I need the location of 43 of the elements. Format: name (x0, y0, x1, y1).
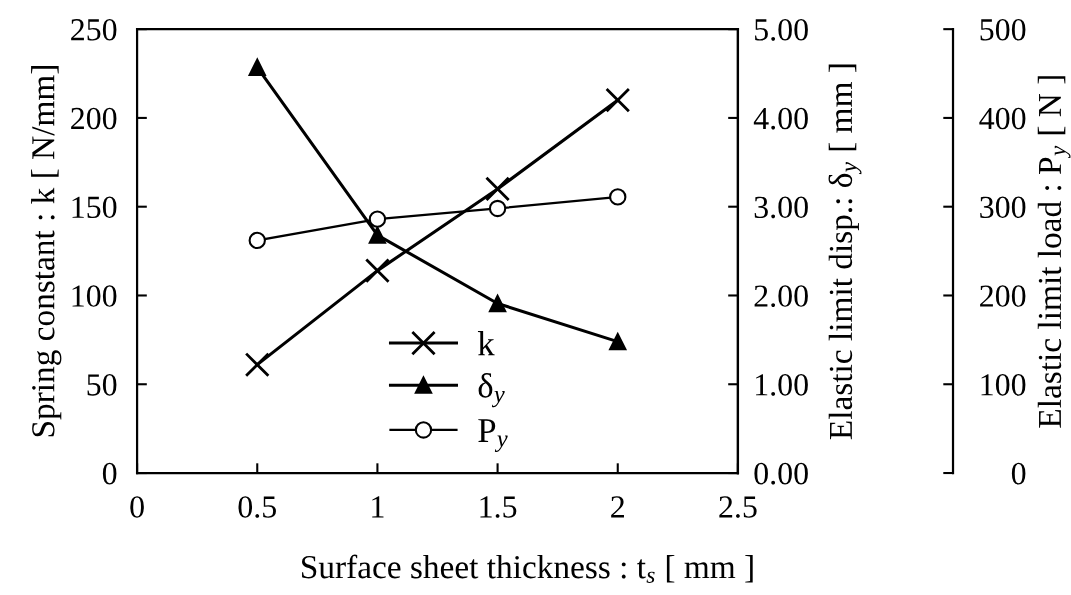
y3-tick-label: 0 (1011, 462, 1026, 485)
x-tick-label: 0 (130, 496, 144, 518)
y-tick-label: 50 (87, 374, 117, 396)
y3-tick-label: 400 (979, 107, 1026, 130)
point (244, 352, 270, 378)
point (248, 58, 266, 77)
point (605, 87, 631, 113)
y-axis-title: Spring constant : k [ N/mm] (31, 66, 62, 437)
y-tick-label: 150 (72, 196, 117, 219)
point (368, 210, 387, 228)
x-tick-label: 0.5 (238, 496, 276, 518)
y2-tick-label: 3.00 (754, 196, 808, 219)
y-tick-label: 0 (102, 462, 117, 485)
y2-tick-label: 4.00 (753, 107, 808, 130)
y2-tick-label: 0.00 (754, 462, 808, 485)
y2-axis-title: Elastic limit disp.: δ$_{y}$ [ mm ] (828, 64, 862, 440)
y-tick-label: 200 (71, 107, 117, 130)
y2-tick-label: 5.00 (755, 19, 808, 41)
point (248, 231, 266, 250)
point (609, 188, 627, 206)
y3-tick-label: 200 (980, 285, 1026, 307)
y3-axis-title: Elastic limit load : P$_{y}$ [ N ] (1037, 76, 1071, 428)
legend-label: k (477, 331, 495, 356)
x-tick-label: 1.5 (480, 496, 517, 518)
y3-tick-label: 100 (981, 374, 1026, 396)
y3-tick-label: 500 (980, 19, 1026, 41)
point (488, 199, 507, 218)
point (485, 176, 511, 202)
y-tick-label: 100 (72, 285, 117, 307)
x-axis-title: Surface sheet thickness : t$_{s}$ [ mm ] (302, 554, 753, 583)
x-tick-label: 2.5 (719, 496, 757, 518)
point (609, 332, 627, 351)
y3-tick-label: 300 (980, 196, 1026, 219)
legend-label: δ$_{y}$ (478, 373, 505, 408)
y2-tick-label: 2.00 (754, 285, 808, 308)
point (368, 226, 387, 244)
y-tick-label: 250 (71, 19, 117, 41)
point (364, 258, 390, 284)
x-tick-label: 2 (611, 496, 624, 518)
point (488, 294, 507, 313)
y2-tick-label: 1.00 (756, 374, 808, 396)
legend-label: P$_{y}$ (478, 419, 508, 452)
x-tick-label: 1 (372, 496, 384, 518)
